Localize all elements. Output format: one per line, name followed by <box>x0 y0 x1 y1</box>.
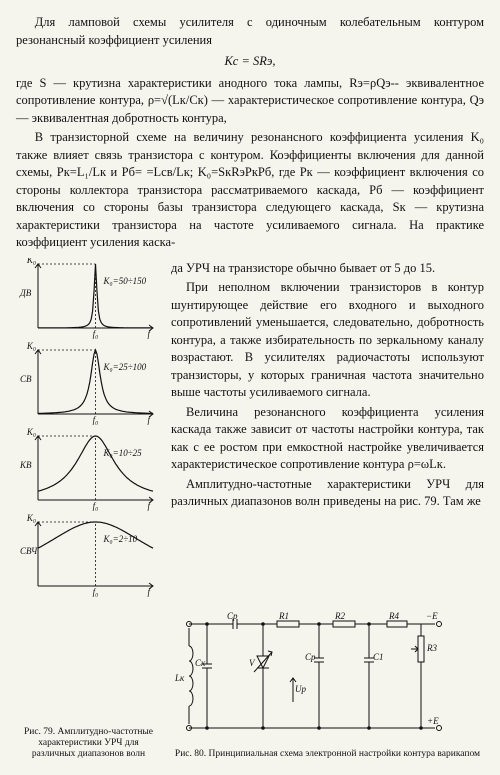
right-text-2: При неполном включении транзисторов в ко… <box>171 279 484 402</box>
svg-text:Cр: Cр <box>227 611 238 621</box>
svg-text:Uр: Uр <box>295 684 306 694</box>
paragraph-1: Для ламповой схемы усилителя с одиночным… <box>16 14 484 49</box>
svg-text:f₀: f₀ <box>93 415 99 425</box>
svg-text:K₀=2÷10: K₀=2÷10 <box>103 534 138 544</box>
svg-text:−E: −E <box>426 611 438 621</box>
right-text-4: Амплитудно-частотные характеристики УРЧ … <box>171 476 484 511</box>
figure-79: ДВ K₀=50÷150 K₀ f₀ f СВ K₀=25÷100 K₀ f₀ f КВ K₀=10÷… <box>16 258 161 600</box>
svg-text:f₀: f₀ <box>93 587 99 597</box>
svg-text:СВ: СВ <box>20 374 32 384</box>
svg-text:СВЧ: СВЧ <box>20 546 38 556</box>
svg-text:K₀: K₀ <box>26 427 36 437</box>
svg-text:ДВ: ДВ <box>19 288 32 298</box>
right-text-3: Величина резонансного коэффициента усиле… <box>171 404 484 474</box>
svg-text:R4: R4 <box>388 611 399 621</box>
svg-text:Cк: Cк <box>195 658 206 668</box>
svg-text:f: f <box>147 415 151 425</box>
svg-text:R2: R2 <box>334 611 345 621</box>
svg-text:K₀: K₀ <box>26 258 36 265</box>
svg-text:Lк: Lк <box>174 673 185 683</box>
caption-80: Рис. 80. Принципиальная схема электронно… <box>171 749 484 760</box>
svg-text:Cр: Cр <box>305 652 316 662</box>
svg-text:K₀=25÷100: K₀=25÷100 <box>103 362 147 372</box>
figure-80-block: Lк Cк Cр V R1 Cр Uр R2 C1 R4 R3 −E +E Рис. 80. Принц… <box>171 606 484 760</box>
svg-text:C1: C1 <box>373 652 384 662</box>
svg-text:f: f <box>147 501 151 511</box>
equation-1: Kс = SRэ, <box>16 53 484 71</box>
svg-text:K₀: K₀ <box>26 513 36 523</box>
svg-text:V: V <box>249 658 256 668</box>
paragraph-3: В транзисторной схеме на величину резона… <box>16 129 484 252</box>
svg-text:f₀: f₀ <box>93 501 99 511</box>
svg-text:+E: +E <box>427 716 439 726</box>
svg-text:K₀: K₀ <box>26 341 36 351</box>
svg-text:K₀=50÷150: K₀=50÷150 <box>103 276 147 286</box>
svg-text:f: f <box>147 329 151 339</box>
svg-text:f₀: f₀ <box>93 329 99 339</box>
svg-text:f: f <box>147 587 151 597</box>
caption-79: Рис. 79. Амплитудно-частотные характерис… <box>16 724 161 760</box>
svg-text:R3: R3 <box>426 643 437 653</box>
paragraph-2: где S — крутизна характеристики анодного… <box>16 75 484 128</box>
right-text-1: да УРЧ на транзисторе обычно бывает от 5… <box>171 260 484 278</box>
svg-text:КВ: КВ <box>19 460 32 470</box>
svg-text:K₀=10÷25: K₀=10÷25 <box>103 448 143 458</box>
svg-text:R1: R1 <box>278 611 289 621</box>
